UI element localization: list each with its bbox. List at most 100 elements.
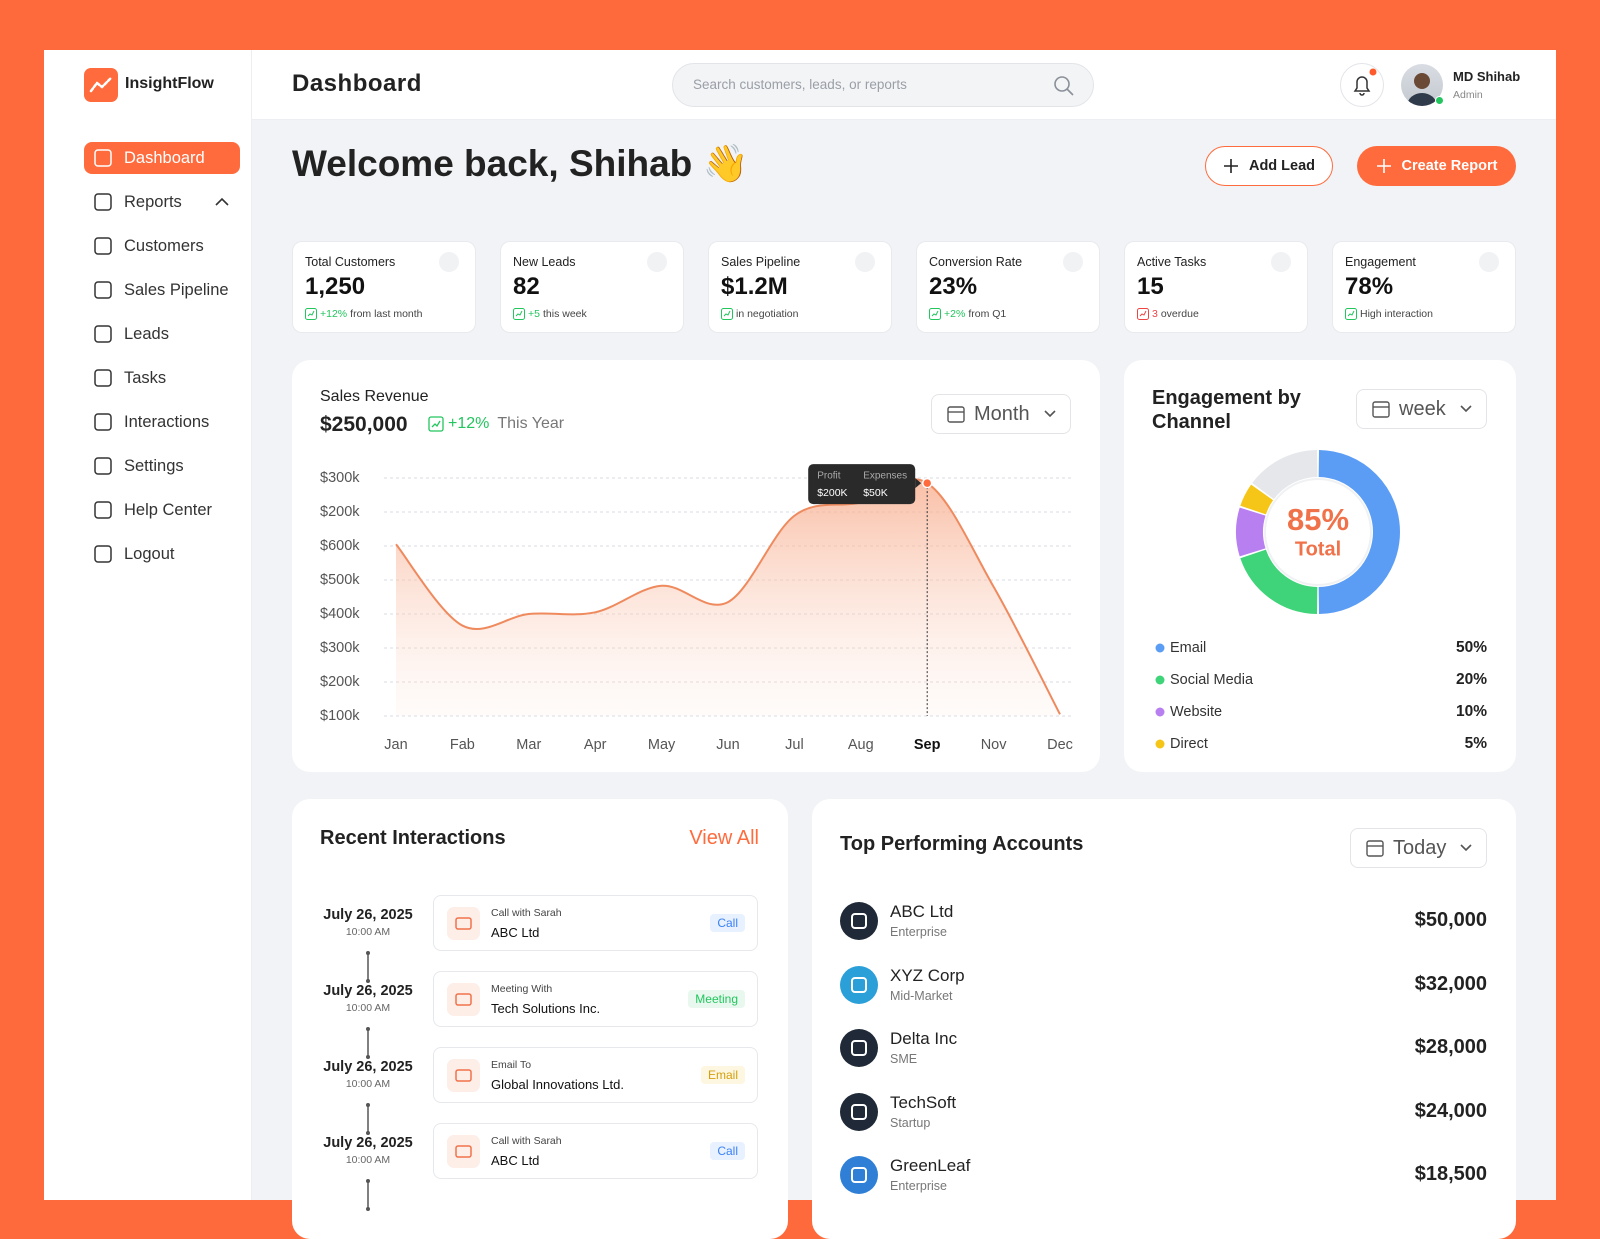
interaction-time: 10:00 AM	[345, 1154, 391, 1166]
stat-icon	[647, 252, 667, 272]
interaction-date: July 26, 2025	[323, 907, 413, 923]
nav-icon	[94, 149, 112, 167]
logo-icon	[89, 76, 113, 93]
trend-icon	[428, 416, 444, 432]
nav-item[interactable]: Leads	[84, 318, 240, 350]
stat-icon	[1271, 252, 1291, 272]
connector-dot	[366, 1103, 370, 1107]
nav-label: Dashboard	[124, 149, 205, 167]
interaction-tag: Email	[700, 1066, 745, 1084]
online-dot	[1435, 96, 1444, 105]
account-logo	[840, 1029, 878, 1067]
chevron-icon	[215, 197, 229, 206]
icon-shape	[307, 310, 315, 317]
stat-icon	[855, 252, 875, 272]
nav-item[interactable]: Help Center	[84, 494, 240, 526]
nav-label: Interactions	[124, 413, 210, 431]
nav-item[interactable]: Customers	[84, 230, 240, 262]
trend-icon	[929, 308, 941, 320]
icon-shape	[94, 149, 112, 167]
add-lead-button[interactable]: Add Lead	[1205, 146, 1333, 186]
interaction-item[interactable]: Meeting With Tech Solutions Inc. Meeting	[433, 971, 758, 1027]
icon-shape	[851, 976, 867, 993]
timeline-connector	[366, 1027, 370, 1059]
interaction-item[interactable]: Email To Global Innovations Ltd. Email	[433, 1047, 758, 1103]
stat-note-text: in negotiation	[736, 308, 799, 320]
nav-icon	[94, 369, 112, 387]
icon-shape	[929, 308, 941, 320]
dropdown-label: Month	[974, 402, 1030, 425]
nav-item[interactable]: Dashboard	[84, 142, 240, 174]
chart-total: $250,000	[320, 413, 408, 436]
interaction-item[interactable]: Call with Sarah ABC Ltd Call	[433, 895, 758, 951]
account-name: XYZ Corp	[890, 965, 965, 985]
account-amount: $24,000	[1414, 1099, 1487, 1122]
logo	[84, 68, 118, 102]
connector-dot	[366, 1027, 370, 1031]
icon-shape	[305, 308, 317, 320]
nav-item[interactable]: Sales Pipeline	[84, 274, 240, 306]
icon-shape	[1347, 310, 1355, 317]
icon-shape	[94, 281, 112, 299]
interaction-date: July 26, 2025	[323, 1059, 413, 1075]
dropdown[interactable]: week	[1356, 389, 1487, 429]
logo-glyph	[851, 976, 867, 993]
stat-card: Engagement 78% High interaction	[1332, 241, 1516, 333]
stat-value: 15	[1137, 273, 1164, 300]
trend-icon	[721, 308, 733, 320]
connector-dot	[366, 1179, 370, 1183]
stat-value: 78%	[1345, 273, 1394, 300]
icon-shape	[931, 310, 939, 317]
nav-item[interactable]: Interactions	[84, 406, 240, 438]
chevron-icon	[1460, 844, 1472, 852]
stat-note-text: from Q1	[968, 308, 1007, 320]
nav-item[interactable]: Tasks	[84, 362, 240, 394]
icon-shape	[1366, 840, 1384, 857]
notifications[interactable]	[1340, 63, 1384, 107]
chart-change: +12% This Year	[428, 415, 564, 433]
user-role: Admin	[1453, 89, 1483, 101]
create-report-button[interactable]: Create Report	[1357, 146, 1516, 186]
icon-glyph	[455, 1069, 472, 1082]
icon-shape	[851, 913, 867, 929]
interaction-icon	[447, 983, 480, 1016]
stat-value: $1.2M	[721, 273, 788, 300]
stat-title: New Leads	[513, 255, 576, 269]
icon-shape	[94, 369, 112, 387]
search-box[interactable]: Search customers, leads, or reports	[672, 63, 1094, 107]
icon-shape	[1372, 401, 1390, 418]
nav-item[interactable]: Reports	[84, 186, 240, 218]
nav-item[interactable]: Settings	[84, 450, 240, 482]
nav-icon	[94, 545, 112, 563]
stat-delta: +2%	[944, 308, 966, 320]
icon-shape	[1345, 308, 1357, 320]
icon-shape	[851, 1167, 867, 1183]
interaction-time: 10:00 AM	[345, 1002, 391, 1014]
icon-shape	[455, 1069, 472, 1082]
stat-note-text: from last month	[350, 308, 423, 320]
view-all-link[interactable]: View All	[689, 827, 759, 849]
nav-icon	[94, 193, 112, 211]
dropdown[interactable]: Today	[1350, 828, 1487, 868]
timeline-connector	[366, 951, 370, 983]
account-logo	[840, 1156, 878, 1194]
nav-item[interactable]: Logout	[84, 538, 240, 570]
stat-note: +2% from Q1	[929, 308, 1006, 320]
interaction-tag: Call	[710, 1142, 745, 1160]
connector-dot	[366, 979, 370, 983]
account-logo	[840, 965, 878, 1004]
bell-icon	[1353, 68, 1377, 96]
dropdown[interactable]: Month	[931, 394, 1071, 434]
icon-shape	[515, 310, 523, 317]
icon-shape	[513, 308, 525, 320]
nav-icon	[94, 413, 112, 431]
stat-title: Engagement	[1345, 255, 1416, 269]
stat-title: Active Tasks	[1137, 255, 1207, 269]
interaction-item[interactable]: Call with Sarah ABC Ltd Call	[433, 1123, 758, 1179]
stat-note-text: this week	[542, 308, 587, 320]
icon-shape	[94, 325, 112, 343]
stat-delta: +5	[528, 308, 540, 320]
icon-shape	[94, 501, 112, 519]
accounts-card	[812, 799, 1516, 1239]
search-placeholder: Search customers, leads, or reports	[693, 77, 907, 92]
